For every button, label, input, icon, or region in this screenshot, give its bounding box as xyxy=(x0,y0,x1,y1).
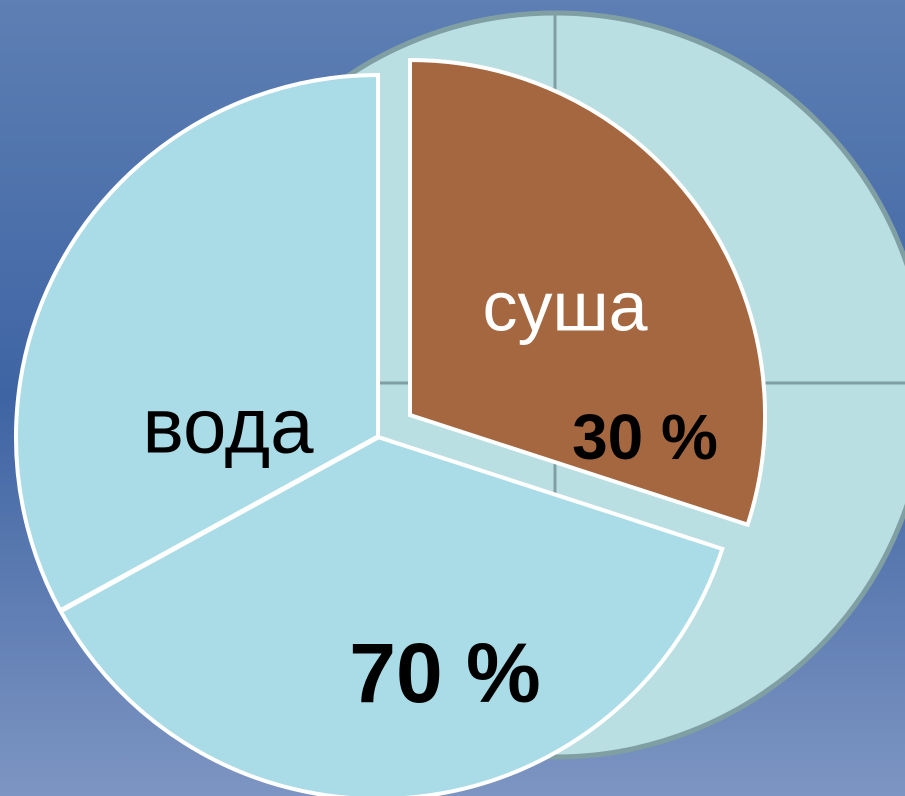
value-label: 30 % xyxy=(572,401,718,473)
value-label: 70 % xyxy=(349,626,540,720)
chart: вода 70 % суша 30 % xyxy=(0,0,905,796)
category-label: суша xyxy=(482,267,647,345)
category-label: вода xyxy=(142,382,314,470)
